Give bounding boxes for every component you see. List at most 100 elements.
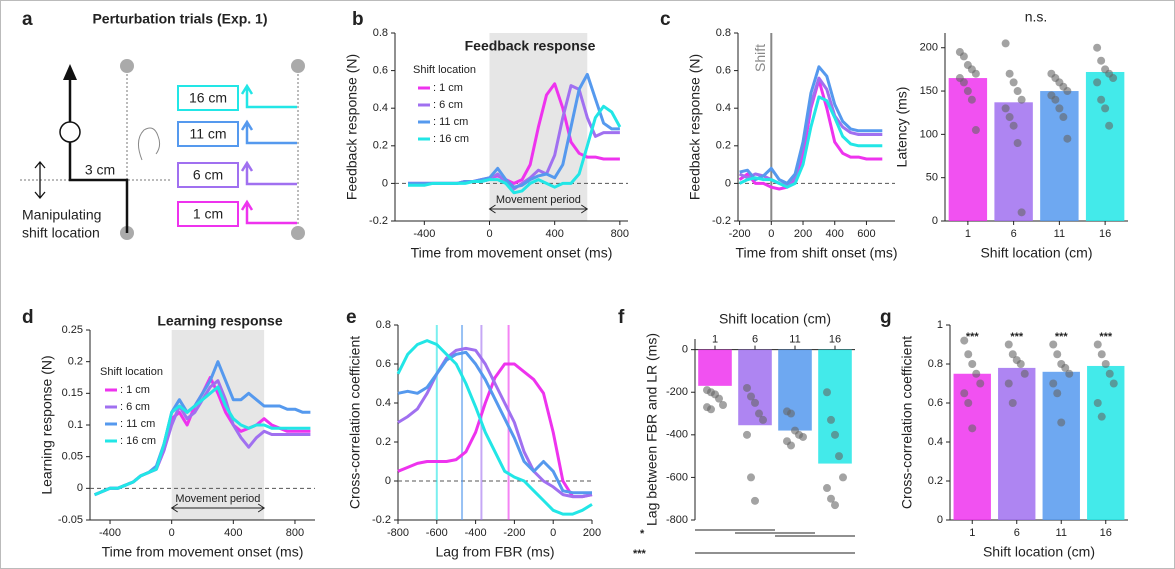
y-tick-label: 0.2: [928, 475, 943, 487]
subject-point: [755, 409, 763, 418]
y-tick-label: 0.6: [376, 358, 391, 370]
x-tick-label: -800: [387, 527, 409, 539]
legend-label: : 6 cm: [433, 99, 463, 111]
shift-arrow: [240, 199, 297, 225]
bar: [698, 349, 732, 386]
subject-point: [1057, 418, 1066, 427]
shift-label: Shift: [752, 44, 768, 72]
subject-point: [1097, 56, 1106, 65]
box-label: 1 cm: [193, 206, 223, 222]
subject-point: [1053, 389, 1062, 398]
chart-title: Learning response: [157, 313, 282, 329]
y-tick-label: 0.4: [928, 436, 943, 448]
x-tick-label: 6: [752, 334, 758, 346]
subject-point: [1005, 113, 1014, 122]
subject-point: [839, 473, 847, 482]
subject-point: [1093, 78, 1102, 87]
series-line: [94, 385, 311, 497]
bar: [778, 349, 812, 431]
subject-point: [976, 379, 985, 388]
x-tick-label: -200: [503, 527, 525, 539]
y-axis-label: Learning response (N): [39, 355, 55, 494]
series-line: [397, 346, 593, 499]
arrow-head: [63, 64, 77, 80]
y-tick-label: 0: [937, 514, 943, 526]
y-axis-label: Cross-correlation coefficient: [347, 336, 363, 509]
subject-point: [751, 496, 759, 505]
x-tick-label: 0: [550, 527, 556, 539]
series-line: [397, 362, 593, 499]
y-tick-label: 0: [382, 177, 388, 189]
y-tick-label: 0.8: [376, 319, 391, 331]
box: [177, 85, 239, 111]
subject-point: [968, 360, 977, 368]
series-line: [408, 104, 622, 195]
subject-point: [1093, 340, 1102, 349]
subject-point: [1053, 350, 1062, 359]
shift-arrow: [240, 160, 297, 186]
x-tick-label: 11: [1056, 527, 1067, 539]
shift-arrow: [240, 83, 297, 109]
subject-point: [1001, 104, 1010, 113]
bar: [948, 78, 988, 221]
diagram-title: Perturbation trials (Exp. 1): [92, 11, 267, 27]
y-tick-label: 0.4: [376, 397, 391, 409]
y-tick-label: 0.4: [373, 102, 388, 114]
x-tick-label: 600: [857, 228, 875, 240]
y-tick-label: 0: [77, 482, 83, 494]
y-axis-label: Lag between FBR and LR (ms): [644, 333, 660, 526]
x-tick-label: 200: [583, 527, 601, 539]
subject-point: [1097, 412, 1106, 421]
y-axis-label: Feedback response (N): [344, 54, 360, 200]
chart-title: n.s.: [1025, 9, 1048, 25]
subject-point: [1016, 360, 1025, 368]
series-line: [738, 95, 883, 189]
y-axis-label: Feedback response (N): [687, 54, 703, 200]
y-tick-label: -600: [666, 471, 688, 483]
subject-point: [1097, 350, 1106, 359]
x-tick-label: 11: [789, 334, 800, 346]
panel-letter: g: [880, 307, 892, 328]
subject-point: [1063, 134, 1072, 143]
subject-point: [971, 126, 980, 135]
x-axis-label: Time from shift onset (ms): [735, 245, 897, 261]
subject-point: [1004, 340, 1013, 349]
chart-title: Shift location (cm): [719, 311, 831, 327]
subject-point: [1105, 121, 1114, 130]
legend-label: : 11 cm: [120, 418, 155, 430]
subject-point: [964, 350, 973, 359]
subject-point: [972, 369, 981, 378]
x-tick-label: -400: [413, 228, 435, 240]
x-axis-label: Time from movement onset (ms): [411, 245, 613, 261]
panel-letter: c: [660, 9, 671, 30]
y-tick-label: 0.6: [716, 65, 731, 77]
subject-point: [1061, 363, 1070, 372]
legend-label: : 6 cm: [120, 401, 150, 413]
y-tick-label: 0.15: [62, 387, 83, 399]
subject-point: [1097, 95, 1106, 104]
bar: [994, 102, 1033, 221]
bar: [1040, 91, 1079, 221]
x-tick-label: 0: [169, 527, 175, 539]
subject-point: [787, 441, 795, 450]
x-tick-label: 16: [1099, 228, 1111, 240]
subject-point: [743, 383, 751, 392]
y-tick-label: -0.05: [58, 514, 83, 526]
y-axis-label: Latency (ms): [894, 87, 910, 168]
subject-point: [1101, 360, 1110, 368]
x-tick-label: -200: [729, 228, 751, 240]
subject-point: [827, 494, 835, 503]
box: [177, 201, 239, 227]
x-tick-label: 16: [829, 334, 841, 346]
subject-point: [960, 389, 969, 398]
subject-point: [1063, 87, 1072, 96]
x-axis-label: Shift location (cm): [983, 544, 1095, 560]
bar: [953, 373, 991, 520]
x-tick-label: 400: [545, 228, 563, 240]
subject-point: [1059, 113, 1068, 122]
y-tick-label: 0.6: [373, 65, 388, 77]
box-label: 11 cm: [189, 126, 226, 142]
legend-title: Shift location: [100, 366, 163, 378]
x-tick-label: 11: [1054, 228, 1065, 240]
x-tick-label: 6: [1014, 527, 1020, 539]
